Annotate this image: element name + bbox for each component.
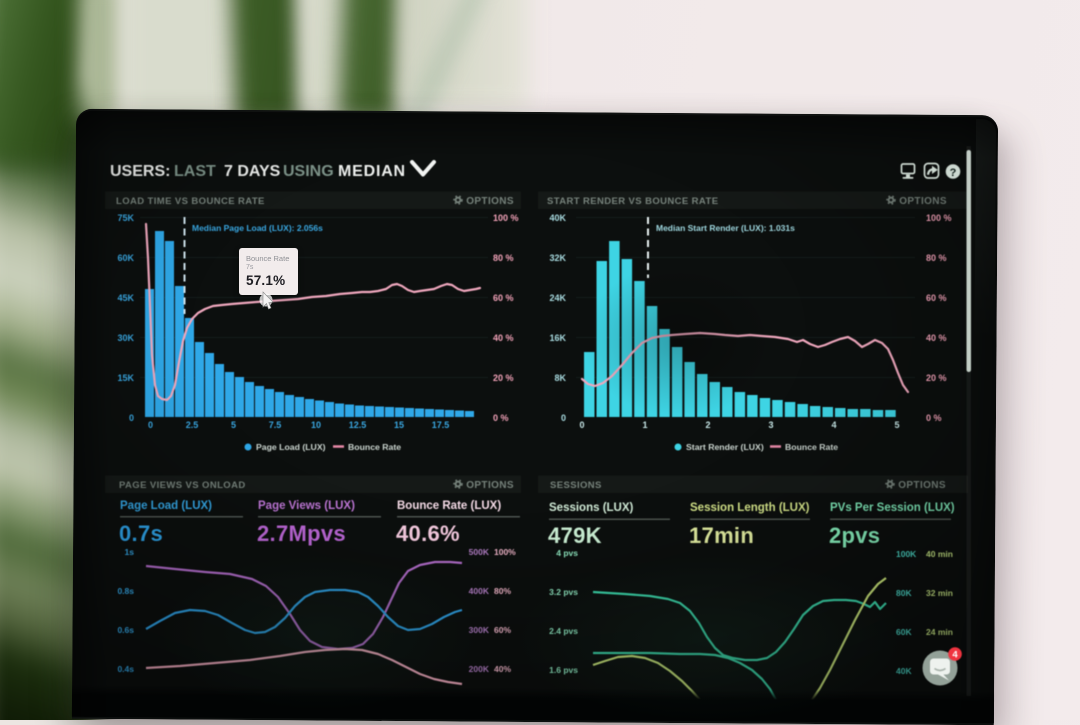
svg-text:START RENDER VS BOUNCE RATE: START RENDER VS BOUNCE RATE bbox=[547, 196, 718, 207]
svg-text:OPTIONS: OPTIONS bbox=[899, 196, 947, 207]
svg-text:60K: 60K bbox=[117, 253, 134, 263]
svg-text:60%: 60% bbox=[494, 625, 511, 635]
svg-text:1: 1 bbox=[642, 420, 647, 430]
svg-text:0: 0 bbox=[129, 413, 134, 423]
svg-text:7 DAYS: 7 DAYS bbox=[224, 163, 281, 180]
svg-text:PVs Per Session (LUX): PVs Per Session (LUX) bbox=[830, 502, 955, 514]
svg-text:2.5: 2.5 bbox=[186, 420, 199, 430]
svg-text:Page Load (LUX): Page Load (LUX) bbox=[120, 500, 212, 512]
svg-text:0 %: 0 % bbox=[926, 413, 942, 423]
svg-text:Bounce Rate: Bounce Rate bbox=[348, 442, 401, 452]
svg-text:LAST: LAST bbox=[174, 163, 216, 180]
svg-text:Sessions (LUX): Sessions (LUX) bbox=[549, 502, 634, 514]
svg-text:OPTIONS: OPTIONS bbox=[466, 196, 514, 207]
svg-text:20 %: 20 % bbox=[926, 373, 947, 383]
svg-text:OPTIONS: OPTIONS bbox=[466, 480, 514, 491]
svg-text:4: 4 bbox=[952, 650, 958, 661]
svg-text:3: 3 bbox=[768, 420, 773, 430]
svg-text:2.7Mpvs: 2.7Mpvs bbox=[257, 521, 346, 546]
svg-text:8K: 8K bbox=[554, 373, 566, 383]
svg-text:45K: 45K bbox=[117, 293, 134, 303]
svg-text:12.5: 12.5 bbox=[349, 420, 367, 430]
svg-text:Start Render (LUX): Start Render (LUX) bbox=[686, 442, 764, 452]
svg-text:40K: 40K bbox=[549, 213, 566, 223]
svg-text:0.7s: 0.7s bbox=[119, 521, 163, 546]
svg-text:100 %: 100 % bbox=[493, 213, 519, 223]
svg-text:75K: 75K bbox=[117, 213, 134, 223]
svg-text:USING: USING bbox=[283, 163, 334, 180]
svg-text:4 pvs: 4 pvs bbox=[556, 548, 578, 558]
svg-text:100 %: 100 % bbox=[926, 213, 952, 223]
svg-text:Session Length (LUX): Session Length (LUX) bbox=[690, 502, 810, 514]
svg-text:0.6s: 0.6s bbox=[117, 625, 134, 635]
svg-text:80 %: 80 % bbox=[493, 253, 514, 263]
svg-text:100%: 100% bbox=[494, 547, 516, 557]
svg-text:15: 15 bbox=[394, 420, 404, 430]
svg-text:0.4s: 0.4s bbox=[117, 664, 134, 674]
svg-text:20 %: 20 % bbox=[493, 373, 514, 383]
svg-text:OPTIONS: OPTIONS bbox=[898, 480, 946, 491]
svg-text:40 %: 40 % bbox=[926, 333, 947, 343]
svg-text:300K: 300K bbox=[469, 625, 490, 635]
svg-text:0.8s: 0.8s bbox=[117, 586, 134, 596]
svg-text:80%: 80% bbox=[494, 586, 511, 596]
svg-text:40K: 40K bbox=[896, 666, 912, 676]
svg-text:60K: 60K bbox=[896, 627, 912, 637]
svg-text:15K: 15K bbox=[117, 373, 134, 383]
svg-text:80K: 80K bbox=[896, 588, 912, 598]
svg-text:24 min: 24 min bbox=[926, 627, 953, 637]
svg-text:5: 5 bbox=[231, 420, 236, 430]
svg-text:40%: 40% bbox=[494, 664, 511, 674]
svg-text:2.4 pvs: 2.4 pvs bbox=[549, 626, 578, 636]
svg-text:40 min: 40 min bbox=[926, 549, 953, 559]
svg-text:17min: 17min bbox=[689, 523, 754, 548]
svg-text:0 %: 0 % bbox=[493, 413, 509, 423]
svg-text:100K: 100K bbox=[896, 549, 917, 559]
svg-text:LOAD TIME VS BOUNCE RATE: LOAD TIME VS BOUNCE RATE bbox=[116, 196, 265, 207]
svg-text:16K: 16K bbox=[549, 333, 566, 343]
svg-text:MEDIAN: MEDIAN bbox=[338, 163, 406, 180]
svg-text:1s: 1s bbox=[125, 547, 135, 557]
svg-text:Median Start Render (LUX): 1.0: Median Start Render (LUX): 1.031s bbox=[656, 223, 795, 233]
svg-text:3.2 pvs: 3.2 pvs bbox=[549, 587, 578, 597]
svg-text:479K: 479K bbox=[548, 523, 602, 548]
svg-text:500K: 500K bbox=[469, 547, 490, 557]
svg-text:0: 0 bbox=[148, 420, 153, 430]
svg-text:32K: 32K bbox=[549, 253, 566, 263]
svg-text:Page Load (LUX): Page Load (LUX) bbox=[256, 442, 326, 452]
svg-text:60 %: 60 % bbox=[926, 293, 947, 303]
svg-text:0: 0 bbox=[579, 420, 584, 430]
svg-text:Bounce Rate: Bounce Rate bbox=[785, 442, 838, 452]
svg-text:SESSIONS: SESSIONS bbox=[550, 480, 602, 491]
svg-text:30K: 30K bbox=[117, 333, 134, 343]
svg-text:10: 10 bbox=[311, 420, 321, 430]
svg-text:PAGE VIEWS VS ONLOAD: PAGE VIEWS VS ONLOAD bbox=[119, 480, 246, 491]
svg-text:Page Views (LUX): Page Views (LUX) bbox=[258, 500, 355, 512]
svg-text:24K: 24K bbox=[549, 293, 566, 303]
svg-text:7.5: 7.5 bbox=[269, 420, 282, 430]
svg-text:0: 0 bbox=[561, 413, 566, 423]
svg-text:Bounce Rate (LUX): Bounce Rate (LUX) bbox=[397, 500, 501, 512]
svg-text:?: ? bbox=[950, 167, 957, 179]
svg-text:2pvs: 2pvs bbox=[829, 523, 880, 548]
svg-text:17.5: 17.5 bbox=[432, 420, 450, 430]
svg-text:4: 4 bbox=[831, 420, 836, 430]
svg-text:40.6%: 40.6% bbox=[396, 521, 460, 546]
svg-text:200K: 200K bbox=[469, 664, 490, 674]
svg-text:Median Page Load (LUX): 2.056s: Median Page Load (LUX): 2.056s bbox=[192, 223, 323, 233]
svg-text:2: 2 bbox=[705, 420, 710, 430]
svg-text:32 min: 32 min bbox=[926, 588, 953, 598]
svg-text:40 %: 40 % bbox=[493, 333, 514, 343]
svg-text:5: 5 bbox=[894, 420, 899, 430]
svg-text:USERS:: USERS: bbox=[110, 163, 170, 180]
svg-text:60 %: 60 % bbox=[493, 293, 514, 303]
svg-text:80 %: 80 % bbox=[926, 253, 947, 263]
svg-text:400K: 400K bbox=[469, 586, 490, 596]
svg-text:1.6 pvs: 1.6 pvs bbox=[549, 665, 578, 675]
